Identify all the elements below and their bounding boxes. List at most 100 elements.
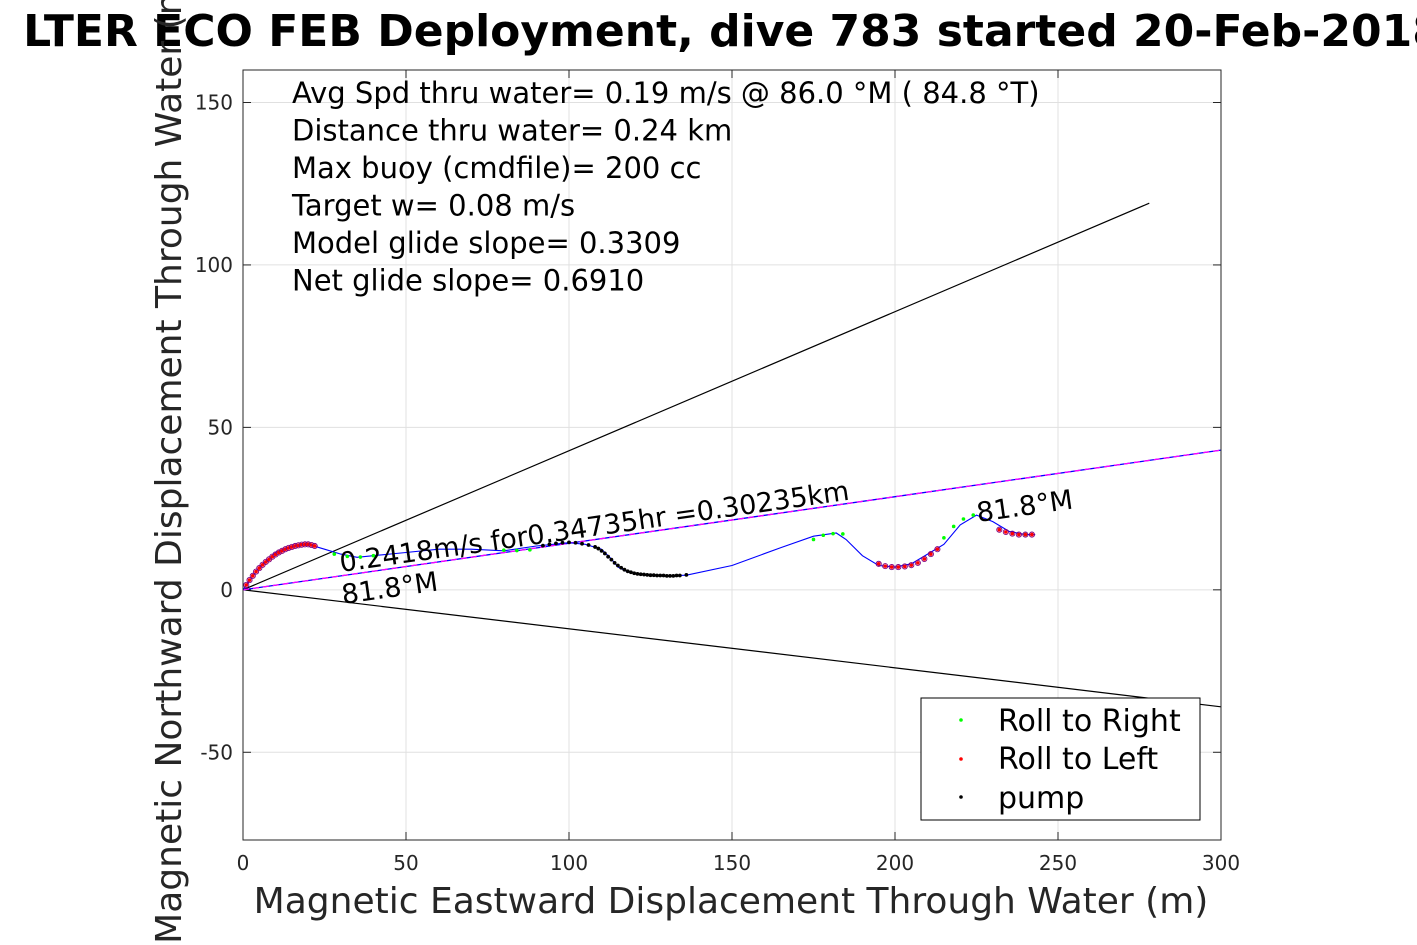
info-line: Model glide slope= 0.3309 (292, 226, 680, 260)
roll-left-point-ring (882, 563, 889, 570)
pump-point (554, 541, 558, 546)
pump-point (573, 540, 578, 545)
roll-left-point-ring (249, 572, 256, 579)
roll-right-point (942, 536, 946, 540)
heading-cone-line (243, 589, 1221, 708)
roll-right-point (841, 532, 845, 536)
roll-right-point (951, 524, 956, 529)
pump-point (596, 546, 601, 551)
roll-left-point (997, 527, 1002, 532)
pump-point (567, 540, 571, 545)
y-tick-label: -50 (200, 740, 233, 764)
pump-point (625, 569, 630, 574)
roll-left-point-ring (272, 551, 279, 558)
x-tick-label: 0 (237, 851, 250, 875)
info-text-block: Avg Spd thru water= 0.19 m/s @ 86.0 °M (… (291, 76, 1040, 298)
pump-point (602, 551, 607, 556)
pump-point (684, 572, 689, 577)
roll-left-point-ring (901, 563, 908, 570)
roll-left-point-ring (1022, 531, 1029, 538)
legend: Roll to Right Roll to Left pump (920, 697, 1201, 821)
pump-point (632, 571, 637, 576)
pump-point (648, 573, 653, 578)
info-line: Avg Spd thru water= 0.19 m/s @ 86.0 °M (… (292, 76, 1040, 110)
legend-marker-pump (959, 795, 963, 799)
roll-right-point (961, 517, 966, 521)
roll-left-point-ring (1015, 531, 1022, 538)
pump-point (580, 541, 584, 546)
info-line: Net glide slope= 0.6910 (292, 264, 644, 298)
legend-marker-roll-right (959, 718, 963, 722)
roll-left-point (250, 574, 255, 578)
pump-point (674, 573, 679, 578)
roll-right-point (811, 537, 816, 542)
roll-left-point-ring (996, 526, 1003, 533)
net-displacement-line-dashed (243, 449, 1221, 591)
roll-left-point (244, 583, 249, 587)
roll-left-point-ring (934, 546, 941, 553)
pump-point (541, 543, 545, 548)
x-tick-label: 250 (1039, 851, 1077, 875)
roll-left-point (902, 564, 907, 569)
x-axis-label: Magnetic Eastward Displacement Through W… (254, 881, 1209, 922)
roll-left-point-ring (1002, 528, 1009, 536)
y-axis-label: Magnetic Northward Displacement Through … (149, 0, 190, 944)
roll-right-point (358, 555, 363, 559)
roll-left-point-ring (875, 560, 882, 567)
pump-point (606, 554, 611, 559)
reference-lines (243, 202, 1221, 708)
pump-point (635, 572, 640, 576)
roll-left-point (916, 561, 920, 565)
roll-left-point (1004, 530, 1008, 534)
roll-left-point (883, 564, 888, 568)
roll-right-point (971, 513, 976, 517)
roll-left-point-ring (914, 559, 921, 566)
pump-point (622, 567, 627, 572)
y-tick-label: 100 (195, 253, 233, 277)
pump-point (629, 570, 633, 575)
legend-label-roll-left: Roll to Left (998, 742, 1158, 777)
points-layer (243, 513, 1035, 589)
roll-left-point (935, 547, 940, 552)
pump-point (593, 545, 597, 549)
chart-title: LTER ECO FEB Deployment, dive 783 starte… (23, 6, 1417, 57)
roll-left-point-ring (895, 564, 902, 571)
roll-right-point (821, 533, 826, 538)
roll-left-point-ring (1028, 531, 1035, 538)
pump-point (642, 572, 646, 577)
pump-point (645, 572, 650, 577)
roll-left-point (312, 544, 317, 548)
pump-point (586, 543, 591, 547)
legend-box (920, 697, 1201, 821)
pump-point (547, 542, 552, 547)
roll-left-point (247, 578, 252, 582)
pump-point (638, 572, 643, 577)
roll-left-point (254, 569, 258, 574)
roll-left-point-ring (256, 565, 263, 572)
pump-point (560, 540, 565, 545)
roll-left-point-ring (908, 562, 915, 569)
roll-left-point (922, 557, 927, 561)
roll-left-point (929, 552, 933, 556)
roll-left-point (1030, 532, 1034, 537)
roll-left-point-ring (1009, 530, 1016, 537)
pump-point (668, 573, 672, 578)
pump-point (619, 565, 624, 570)
heading-cone-line (243, 202, 1150, 591)
roll-right-point (831, 531, 835, 536)
info-line: Distance thru water= 0.24 km (292, 114, 732, 148)
roll-left-point-ring (243, 581, 250, 589)
roll-right-point (371, 553, 376, 558)
roll-right-point (515, 548, 519, 553)
roll-left-point-ring (927, 551, 934, 558)
roll-left-point (260, 563, 265, 567)
x-tick-label: 100 (550, 851, 588, 875)
roll-left-point (257, 566, 262, 570)
y-tick-label: 50 (208, 415, 233, 439)
pump-point (664, 573, 669, 578)
x-tick-label: 50 (393, 851, 418, 875)
roll-left-point (1010, 531, 1015, 536)
pump-point (609, 557, 614, 562)
roll-right-point (332, 552, 337, 556)
